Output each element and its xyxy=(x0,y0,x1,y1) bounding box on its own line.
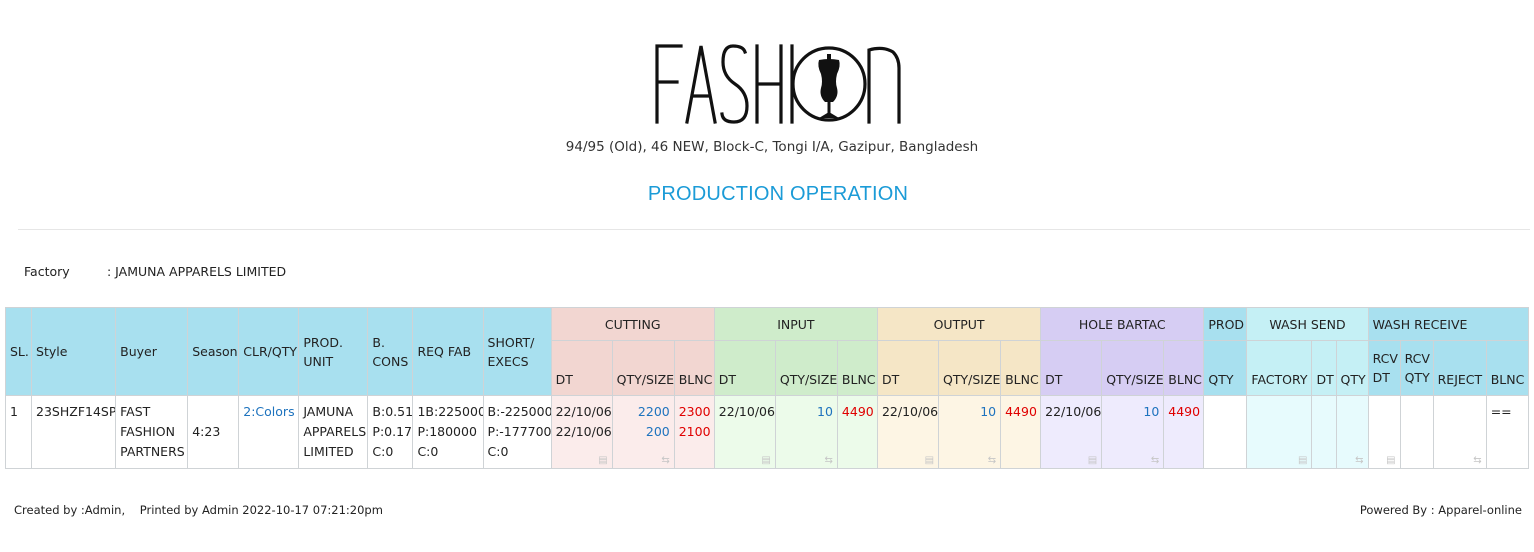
col-out-blnc: BLNC xyxy=(1000,340,1042,396)
cell-season: 4:23 xyxy=(187,395,240,469)
production-table: SL. Style Buyer Season CLR/QTY PROD. UNI… xyxy=(4,307,1530,469)
cell-prod-qty xyxy=(1203,395,1248,469)
document-icon[interactable]: ▤ xyxy=(1386,455,1396,466)
col-short-execs: SHORT/ EXECS xyxy=(482,307,552,396)
col-hole-dt: DT xyxy=(1040,340,1103,396)
table-row: 1 23SHZF14SP FAST FASHION PARTNERS 4:23 … xyxy=(4,395,1530,469)
col-rcv-dt: RCV DT xyxy=(1367,340,1401,396)
cell-reject: ⇆ xyxy=(1432,395,1487,469)
col-wash-dt: DT xyxy=(1311,340,1337,396)
cell-b-cons: B:0.51 P:0.17 C:0 xyxy=(367,395,414,469)
cell-out-blnc: 4490 xyxy=(1000,395,1042,469)
cell-req-fab: 1B:225000 P:180000 C:0 xyxy=(412,395,484,469)
col-inp-blnc: BLNC xyxy=(836,340,878,396)
group-wash-receive: WASH RECEIVE xyxy=(1367,307,1530,341)
cell-short-execs: B:-225000 P:-177700 C:0 xyxy=(482,395,552,469)
col-wash-qty: QTY xyxy=(1335,340,1369,396)
company-address: 94/95 (Old), 46 NEW, Block-C, Tongi I/A,… xyxy=(565,139,979,155)
cell-wash-qty: ⇆ xyxy=(1335,395,1369,469)
document-icon[interactable]: ▤ xyxy=(1087,455,1098,466)
transfer-icon[interactable]: ⇆ xyxy=(1473,455,1482,466)
col-b-cons: B. CONS xyxy=(367,307,414,396)
cell-wash-dt xyxy=(1311,395,1337,469)
col-inp-qty: QTY/SIZE xyxy=(774,340,838,396)
col-out-qty: QTY/SIZE xyxy=(938,340,1002,396)
page-title: PRODUCTION OPERATION xyxy=(647,183,909,205)
col-cut-qty: QTY/SIZE xyxy=(611,340,675,396)
transfer-icon[interactable]: ⇆ xyxy=(1355,455,1364,466)
col-buyer: Buyer xyxy=(115,307,189,396)
cell-style: 23SHZF14SP xyxy=(31,395,117,469)
cell-rcv-qty xyxy=(1399,395,1434,469)
document-icon[interactable]: ▤ xyxy=(1298,455,1308,466)
col-req-fab: REQ FAB xyxy=(412,307,484,396)
cell-inp-qty: 10 ⇆ xyxy=(774,395,838,469)
col-wash-factory: FACTORY xyxy=(1246,340,1313,396)
col-hole-qty: QTY/SIZE xyxy=(1101,340,1165,396)
group-output: OUTPUT xyxy=(876,307,1042,341)
group-wash-send: WASH SEND xyxy=(1246,307,1369,341)
cell-inp-dt: 22/10/06 ▤ xyxy=(713,395,776,469)
printed-by: Printed by Admin 2022-10-17 07:21:20pm xyxy=(139,503,383,517)
document-icon[interactable]: ▤ xyxy=(761,455,771,466)
footer-info: Created by :Admin, Printed by Admin 2022… xyxy=(14,503,383,517)
col-cut-dt: DT xyxy=(550,340,613,396)
col-sl: SL. xyxy=(4,307,33,396)
cell-cut-dt: 22/10/06 22/10/06 ▤ xyxy=(550,395,613,469)
document-icon[interactable]: ▤ xyxy=(598,455,608,466)
created-by: Created by :Admin, xyxy=(14,503,126,517)
factory-value: : JAMUNA APPARELS LIMITED xyxy=(107,264,287,279)
transfer-icon[interactable]: ⇆ xyxy=(1150,455,1160,466)
cell-hole-dt: 22/10/06 ▤ xyxy=(1040,395,1103,469)
col-wash-blnc: BLNC xyxy=(1485,340,1530,396)
col-style: Style xyxy=(31,307,117,396)
group-cutting: CUTTING xyxy=(550,307,715,341)
col-out-dt: DT xyxy=(876,340,940,396)
document-icon[interactable]: ▤ xyxy=(924,455,935,466)
col-clr-qty: CLR/QTY xyxy=(238,307,300,396)
cell-clr-qty: 2:Colors xyxy=(238,395,300,469)
group-input: INPUT xyxy=(713,307,878,341)
divider xyxy=(18,229,1530,230)
transfer-icon[interactable]: ⇆ xyxy=(824,455,833,466)
cell-wash-blnc: == xyxy=(1485,395,1530,469)
powered-by: Powered By : Apparel-online xyxy=(1359,503,1522,517)
col-inp-dt: DT xyxy=(713,340,776,396)
factory-label: Factory xyxy=(24,264,70,279)
col-cut-blnc: BLNC xyxy=(673,340,715,396)
col-hole-blnc: BLNC xyxy=(1163,340,1205,396)
fashion-logo xyxy=(655,44,901,124)
cell-prod-unit: JAMUNA APPARELS LIMITED xyxy=(298,395,369,469)
transfer-icon[interactable]: ⇆ xyxy=(987,455,997,466)
transfer-icon[interactable]: ⇆ xyxy=(661,455,670,466)
cell-wash-factory: ▤ xyxy=(1246,395,1313,469)
col-season: Season xyxy=(187,307,240,396)
cell-buyer: FAST FASHION PARTNERS xyxy=(115,395,189,469)
cell-out-dt: 22/10/06 ▤ xyxy=(876,395,940,469)
cell-cut-qty: 2200 200 ⇆ xyxy=(611,395,675,469)
cell-rcv-dt: ▤ xyxy=(1367,395,1401,469)
cell-inp-blnc: 4490 xyxy=(836,395,878,469)
col-prod-unit: PROD. UNIT xyxy=(298,307,369,396)
cell-cut-blnc: 2300 2100 xyxy=(673,395,715,469)
cell-sl: 1 xyxy=(4,395,33,469)
col-rcv-qty: RCV QTY xyxy=(1399,340,1434,396)
group-hole-bartac: HOLE BARTAC xyxy=(1040,307,1205,341)
cell-out-qty: 10 ⇆ xyxy=(938,395,1002,469)
colors-link[interactable]: 2:Colors xyxy=(243,404,295,419)
col-reject: REJECT xyxy=(1432,340,1487,396)
cell-hole-blnc: 4490 xyxy=(1163,395,1205,469)
col-prod-qty: QTY xyxy=(1203,340,1248,396)
cell-hole-qty: 10 ⇆ xyxy=(1101,395,1165,469)
group-prod: PROD xyxy=(1203,307,1248,341)
